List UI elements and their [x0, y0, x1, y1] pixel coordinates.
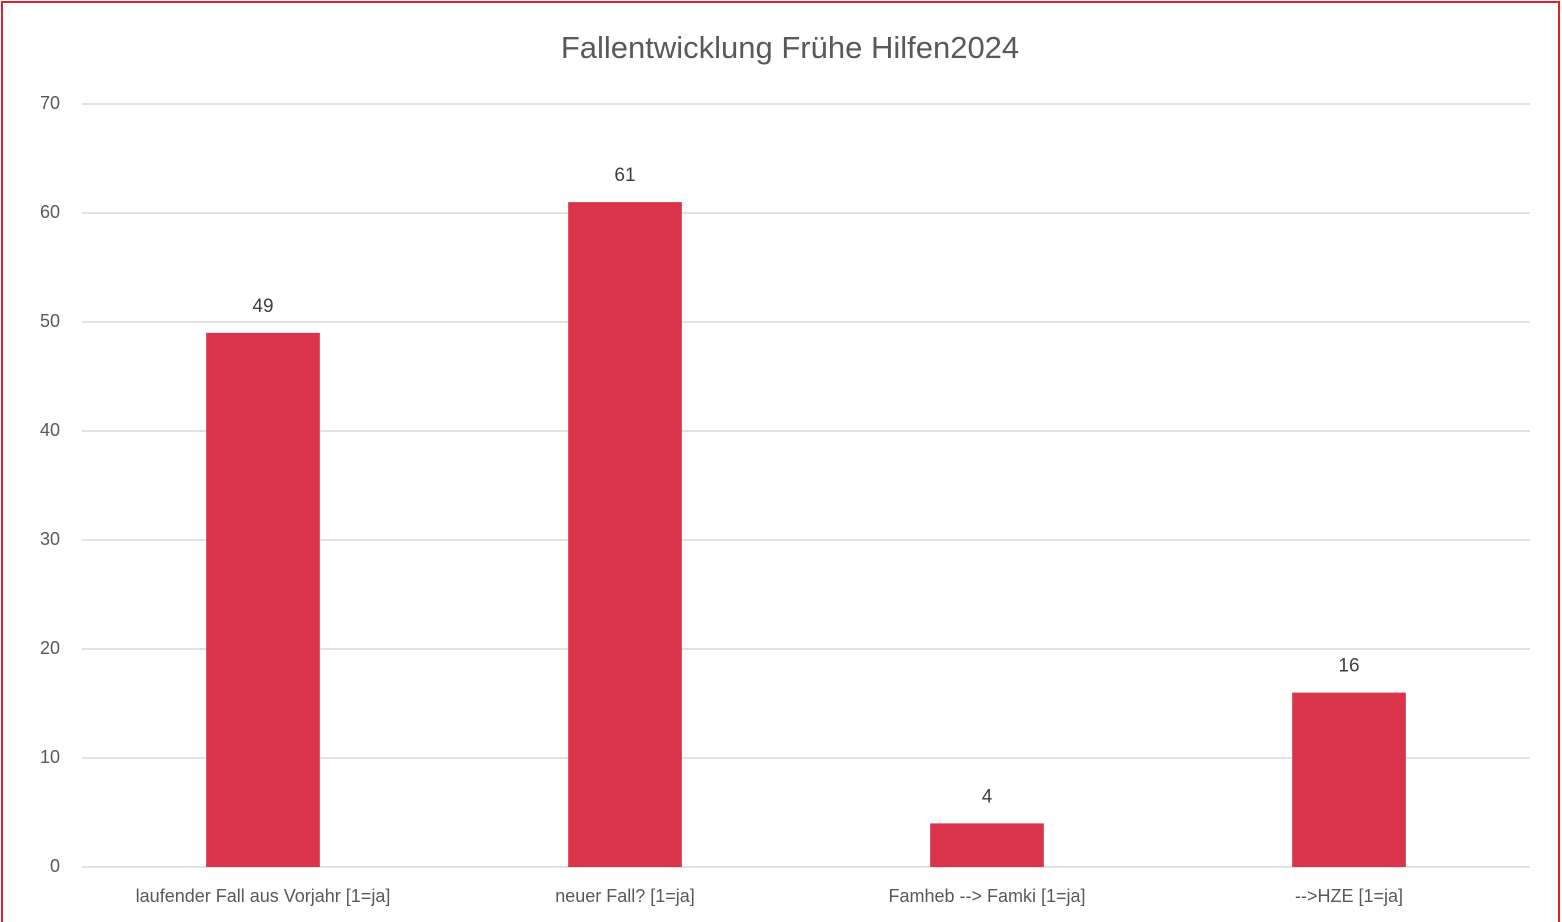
- y-tick-label: 0: [50, 856, 60, 876]
- bar: [1292, 692, 1406, 867]
- chart-title: Fallentwicklung Frühe Hilfen2024: [561, 30, 1019, 65]
- bar: [568, 202, 682, 868]
- y-tick-label: 30: [40, 529, 60, 549]
- y-tick-label: 60: [40, 202, 60, 222]
- x-tick-label: Famheb --> Famki [1=ja]: [888, 886, 1085, 906]
- data-label: 4: [982, 786, 993, 807]
- y-tick-label: 40: [40, 420, 60, 440]
- bar: [206, 332, 320, 867]
- data-label: 49: [252, 296, 273, 317]
- x-tick-label: laufender Fall aus Vorjahr [1=ja]: [136, 886, 391, 906]
- data-label: 16: [1338, 656, 1359, 677]
- y-tick-label: 20: [40, 638, 60, 658]
- x-tick-label: -->HZE [1=ja]: [1295, 886, 1403, 906]
- y-tick-label: 70: [40, 93, 60, 113]
- bar: [930, 823, 1044, 867]
- data-label: 61: [614, 165, 635, 186]
- y-tick-label: 50: [40, 311, 60, 331]
- y-tick-label: 10: [40, 747, 60, 767]
- x-tick-label: neuer Fall? [1=ja]: [555, 886, 695, 906]
